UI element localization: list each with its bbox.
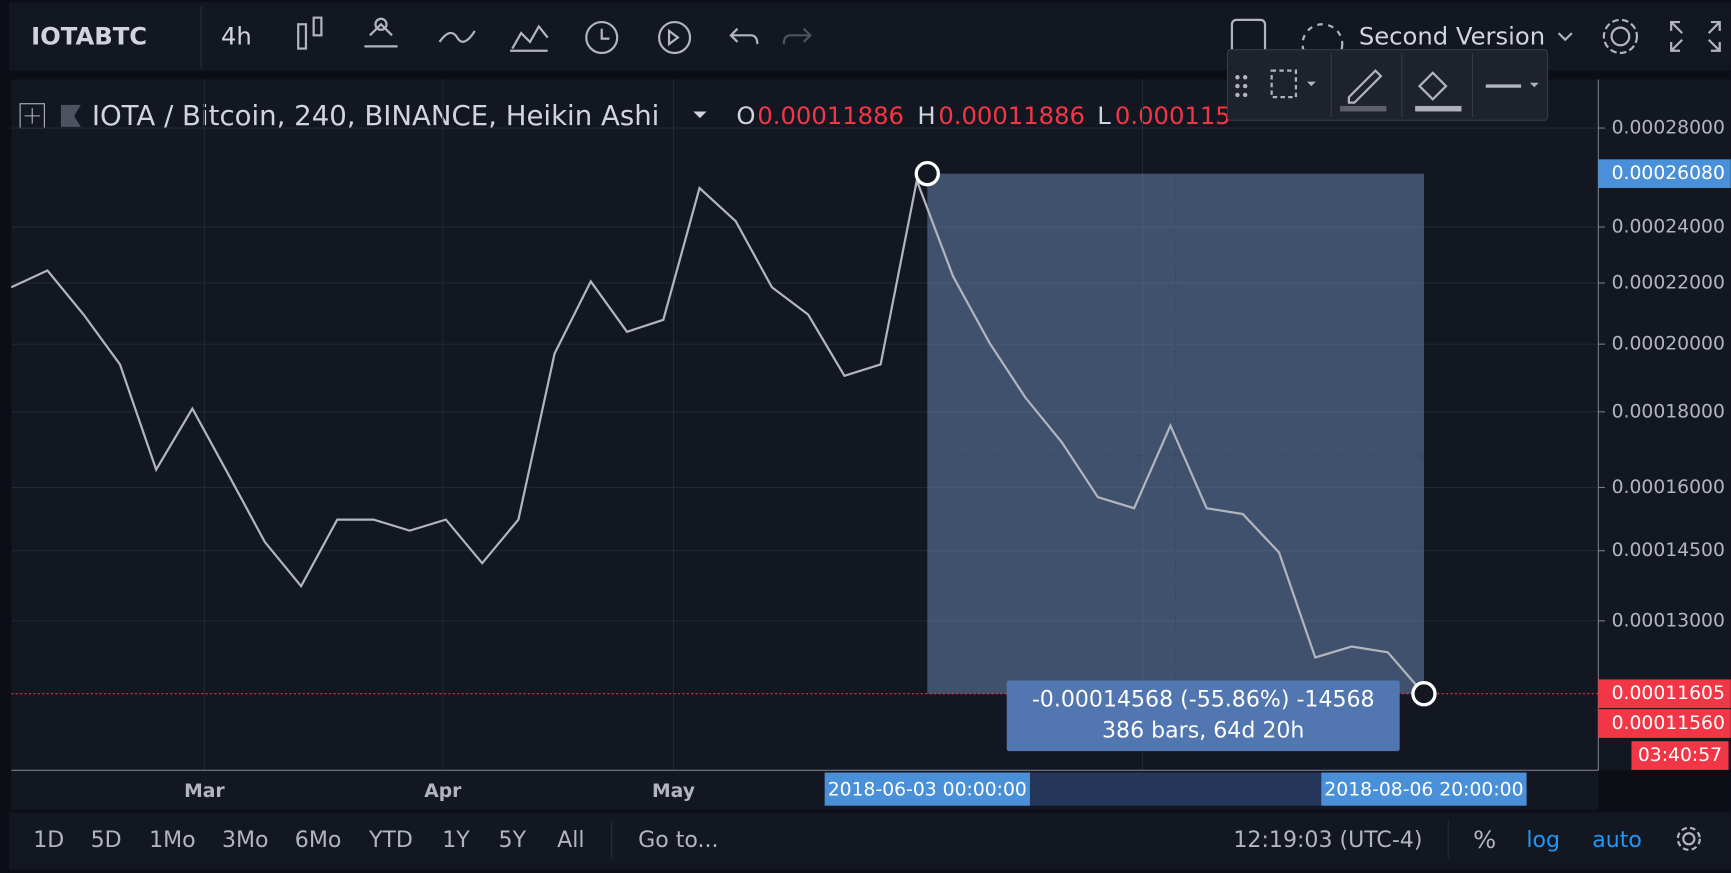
plot: 0.00028000 0.00024000 0.00022000 0.00020000… [10, 79, 1731, 806]
settings-icon[interactable] [1676, 826, 1701, 851]
layout-name[interactable]: Second Version [1359, 22, 1545, 51]
measure-handle[interactable] [914, 160, 940, 187]
toolbar-icons[interactable] [297, 16, 1721, 66]
legend-h-label: H [917, 101, 935, 130]
y-tick-label: 0.00024000 [1612, 217, 1725, 238]
measure-handle[interactable] [1411, 681, 1437, 707]
range-button[interactable]: 5Y [499, 828, 527, 853]
drawing-toolbar[interactable] [1226, 49, 1549, 121]
price-badge [1598, 709, 1731, 738]
range-button[interactable]: All [557, 828, 584, 853]
range-button[interactable]: 1Y [442, 828, 470, 853]
legend-flag [60, 104, 81, 127]
range-button[interactable]: 6Mo [295, 828, 342, 853]
legend-o-value: 0.00011886 [757, 101, 904, 130]
countdown-badge [1631, 741, 1729, 770]
legend-arrow[interactable] [693, 111, 707, 119]
percent-toggle[interactable]: % [1473, 825, 1496, 854]
x-tick-label: Mar [184, 781, 225, 802]
range-button[interactable]: 5D [91, 828, 122, 853]
x-tick-label: May [652, 781, 695, 802]
price-badge-label: 0.00026080 [1612, 163, 1725, 184]
legend-toggle-icon [24, 108, 40, 124]
goto-button[interactable]: Go to... [638, 828, 718, 853]
bottom-bar [9, 812, 1731, 870]
time-badge-label: 2018-06-03 00:00:00 [828, 780, 1027, 801]
y-tick-label: 0.00028000 [1612, 118, 1725, 139]
countdown: 03:40:57 [1638, 745, 1722, 766]
y-tick-label: 0.00013000 [1612, 610, 1725, 631]
range-button[interactable]: 1D [33, 828, 64, 853]
y-tick-label: 0.00016000 [1612, 477, 1725, 498]
y-tick-label: 0.00014500 [1612, 540, 1725, 561]
price-badge-label: 0.00011560 [1612, 713, 1725, 734]
time-badge-label: 2018-08-06 20:00:00 [1324, 780, 1523, 801]
legend-l-value: 0.000115 [1115, 101, 1231, 130]
time-badge [824, 772, 1030, 806]
range-button[interactable]: YTD [368, 828, 413, 853]
y-tick-label: 0.00018000 [1612, 401, 1725, 422]
price-badge-label: 0.00011605 [1612, 683, 1725, 704]
log-toggle[interactable]: log [1526, 828, 1560, 853]
price-badge [1598, 679, 1731, 709]
symbol[interactable]: IOTABTC [31, 22, 147, 51]
y-tick-label: 0.00020000 [1612, 334, 1725, 355]
measure-line1: -0.00014568 (-55.86%) -14568 [1032, 687, 1375, 712]
price-axis [1598, 79, 1731, 771]
clock: 12:19:03 (UTC-4) [1233, 828, 1422, 853]
measure-label-box [1006, 680, 1400, 752]
legend-h-value: 0.00011886 [938, 101, 1085, 130]
price-badge [1598, 159, 1731, 189]
auto-toggle[interactable]: auto [1592, 828, 1642, 853]
measure-line2: 386 bars, 64d 20h [1102, 718, 1304, 743]
legend-title: IOTA / Bitcoin, 240, BINANCE, Heikin Ash… [92, 99, 660, 132]
time-badge [1321, 772, 1527, 806]
y-tick-label: 0.00022000 [1612, 272, 1725, 293]
interval[interactable]: 4h [221, 22, 252, 51]
price-line [10, 176, 1425, 695]
range-button[interactable]: 3Mo [222, 828, 269, 853]
range-button[interactable]: 1Mo [149, 828, 196, 853]
legend-o-label: O [736, 101, 755, 130]
legend-l-label: L [1097, 101, 1111, 130]
measure-guide [927, 173, 1426, 694]
x-tick-label: Apr [424, 781, 462, 802]
